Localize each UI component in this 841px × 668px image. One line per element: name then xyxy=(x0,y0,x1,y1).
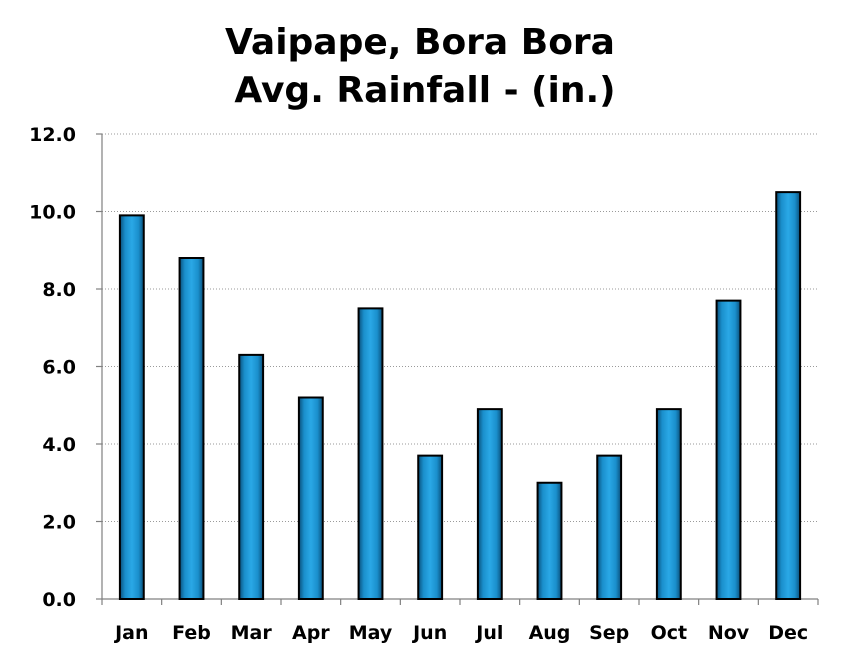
y-tick-label: 12.0 xyxy=(29,124,76,146)
x-tick-label: Oct xyxy=(651,622,688,644)
bar-feb xyxy=(178,257,205,600)
x-tick-label: Mar xyxy=(231,622,273,644)
axes xyxy=(96,133,819,605)
y-tick-label: 6.0 xyxy=(42,357,76,379)
bar-apr xyxy=(297,396,324,600)
bar-jan xyxy=(118,214,145,600)
x-tick-label: Jul xyxy=(474,622,503,644)
y-tick-label: 8.0 xyxy=(42,279,76,301)
x-tick-label: Jan xyxy=(113,622,148,644)
x-tick-label: Sep xyxy=(589,622,629,644)
bar-jun xyxy=(417,454,444,600)
x-tick-label: May xyxy=(349,622,393,644)
x-tick-label: Dec xyxy=(768,622,808,644)
bar-dec xyxy=(775,191,802,600)
bar-nov xyxy=(715,299,742,600)
bars xyxy=(118,191,802,600)
bar-mar xyxy=(238,353,265,600)
y-tick-label: 10.0 xyxy=(29,202,76,224)
bar-oct xyxy=(655,408,682,600)
x-tick-label: Aug xyxy=(529,622,571,644)
y-tick-label: 0.0 xyxy=(42,589,76,611)
x-tick-label: Jun xyxy=(411,622,447,644)
bar-aug xyxy=(536,481,563,600)
bar-sep xyxy=(596,454,623,600)
tick-labels: 0.0 2.0 4.0 6.0 8.0 10.0 12.0 Jan Feb Mar Apr May Ju… xyxy=(29,124,808,644)
x-tick-label: Feb xyxy=(172,622,211,644)
x-tick-label: Nov xyxy=(708,622,750,644)
x-tick-label: Apr xyxy=(292,622,330,644)
chart-title-line-2: Avg. Rainfall - (in.) xyxy=(234,70,615,111)
bar-jul xyxy=(476,408,503,600)
y-tick-label: 2.0 xyxy=(42,512,76,534)
bar-may xyxy=(357,307,384,600)
gridlines xyxy=(102,133,818,522)
y-tick-label: 4.0 xyxy=(42,434,76,456)
chart-title-line-1: Vaipape, Bora Bora xyxy=(225,22,615,63)
